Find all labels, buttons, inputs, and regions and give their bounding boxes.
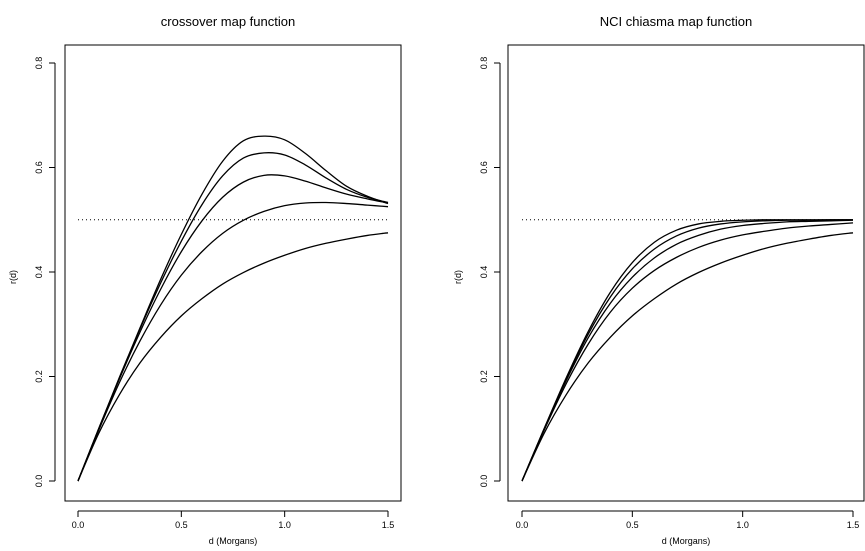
series-line-3 (521, 219, 854, 482)
y-axis-label: r(d) (8, 270, 18, 284)
x-axis-label: d (Morgans) (662, 536, 711, 546)
nci-chiasma-chart-panel: NCI chiasma map function d (Morgans) r(d… (453, 14, 865, 546)
chart-title: NCI chiasma map function (600, 14, 752, 29)
series-line-4 (77, 152, 389, 482)
series-line-5 (77, 135, 389, 482)
y-tick-label: 0.2 (479, 370, 489, 383)
x-axis-label: d (Morgans) (209, 536, 258, 546)
x-tick-label: 1.5 (382, 520, 395, 530)
series-line-2 (521, 222, 854, 482)
series-line-5 (521, 219, 853, 482)
x-tick-label: 0.0 (72, 520, 85, 530)
x-tick-label: 1.5 (847, 520, 860, 530)
axis-ticks: 0.0 0.5 1.0 1.5 0.0 0.2 0.4 0.6 0.8 (479, 57, 859, 530)
plot-frame (64, 44, 402, 502)
y-tick-label: 0.0 (479, 475, 489, 488)
series-line-2 (77, 201, 389, 482)
x-tick-label: 0.5 (626, 520, 639, 530)
y-tick-label: 0.6 (34, 161, 44, 174)
y-tick-label: 0.6 (479, 161, 489, 174)
y-tick-label: 0.8 (479, 57, 489, 70)
x-tick-label: 0.5 (175, 520, 188, 530)
series-line-3 (77, 174, 389, 482)
y-tick-label: 0.2 (34, 370, 44, 383)
x-tick-label: 1.0 (278, 520, 291, 530)
plot-frame (507, 44, 865, 502)
series-line-1 (77, 232, 389, 482)
series-group (77, 135, 389, 482)
y-tick-label: 0.4 (479, 266, 489, 279)
y-tick-label: 0.8 (34, 57, 44, 70)
x-tick-label: 0.0 (516, 520, 529, 530)
series-line-1 (521, 232, 854, 482)
y-tick-label: 0.0 (34, 475, 44, 488)
crossover-chart-panel: crossover map function d (Morgans) r(d) … (8, 14, 402, 546)
y-axis-label: r(d) (453, 270, 463, 284)
series-line-4 (521, 219, 854, 482)
y-tick-label: 0.4 (34, 266, 44, 279)
axis-ticks: 0.0 0.5 1.0 1.5 0.0 0.2 0.4 0.6 0.8 (34, 57, 394, 530)
x-tick-label: 1.0 (736, 520, 749, 530)
series-group (521, 219, 854, 482)
chart-title: crossover map function (161, 14, 295, 29)
